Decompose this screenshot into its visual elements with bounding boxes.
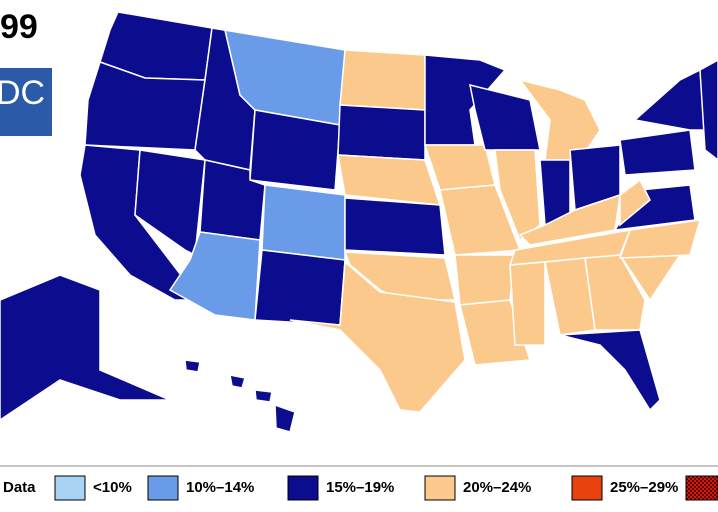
map-title: 99 bbox=[0, 8, 38, 46]
legend-label: 20%–24% bbox=[463, 479, 531, 496]
legend-label: 10%–14% bbox=[186, 479, 254, 496]
legend: Data <10% 10%–14% 15%–19% 20%–24% 25%–29% bbox=[3, 475, 718, 501]
legend-swatch bbox=[685, 475, 718, 501]
legend-swatch bbox=[147, 475, 179, 501]
legend-label: 25%–29% bbox=[610, 479, 678, 496]
legend-swatch bbox=[571, 475, 603, 501]
legend-label: <10% bbox=[93, 479, 132, 496]
legend-label: Data bbox=[3, 479, 36, 496]
legend-swatch bbox=[424, 475, 456, 501]
logo-text: DC bbox=[0, 74, 45, 112]
legend-swatch bbox=[54, 475, 86, 501]
legend-label: 15%–19% bbox=[326, 479, 394, 496]
states bbox=[0, 11, 718, 433]
legend-swatch bbox=[287, 475, 319, 501]
logo bbox=[0, 68, 52, 136]
